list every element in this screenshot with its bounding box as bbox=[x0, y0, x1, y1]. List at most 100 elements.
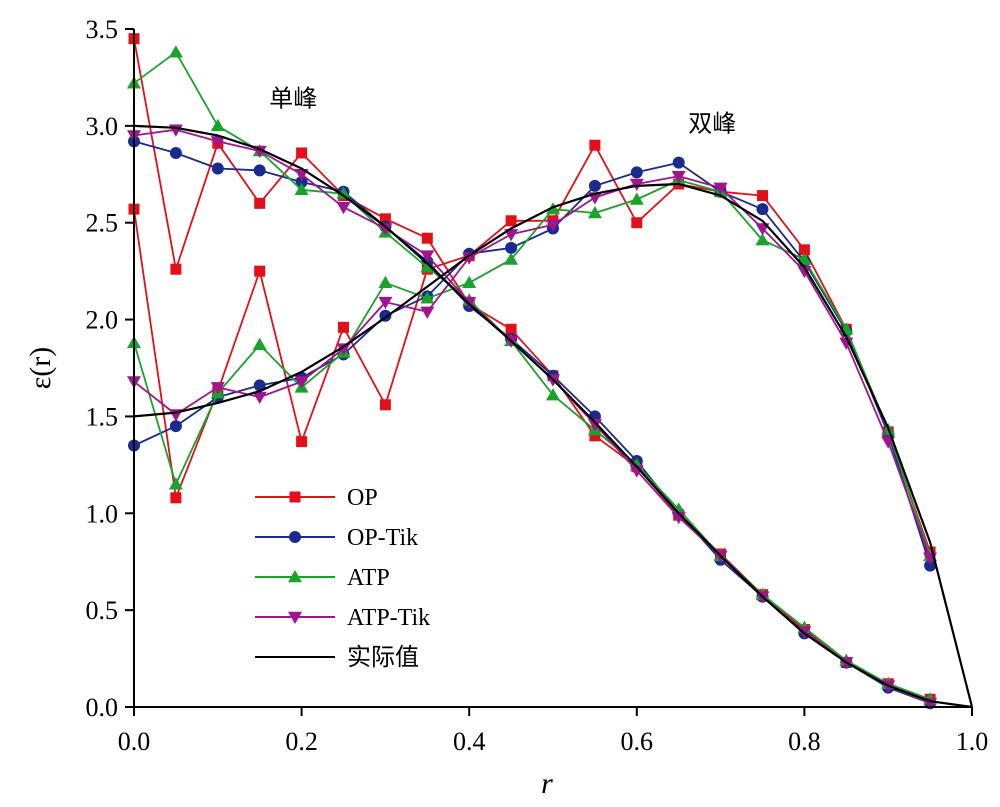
data-point bbox=[798, 244, 810, 256]
legend-label: ATP bbox=[347, 565, 390, 591]
data-point bbox=[671, 170, 686, 184]
legend-label: ATP-Tik bbox=[347, 605, 430, 631]
series-actual bbox=[133, 124, 974, 709]
data-point bbox=[169, 420, 182, 433]
data-point bbox=[336, 186, 351, 199]
data-point bbox=[252, 391, 267, 405]
data-point bbox=[462, 252, 477, 265]
data-point bbox=[546, 388, 560, 401]
x-tick-label: 0.0 bbox=[118, 727, 151, 756]
legend: OP OP-Tik ATP ATP-Tik 实际值 bbox=[255, 485, 430, 671]
legend-item: OP-Tik bbox=[255, 525, 418, 551]
x-tick-label: 0.8 bbox=[788, 727, 821, 756]
data-point bbox=[378, 296, 393, 310]
plot-series-layer bbox=[127, 33, 974, 711]
legend-marker bbox=[288, 611, 302, 624]
legend-marker bbox=[289, 531, 301, 543]
data-point bbox=[254, 265, 266, 277]
series-atp bbox=[127, 45, 938, 705]
data-point bbox=[420, 250, 435, 263]
series-line bbox=[133, 161, 931, 566]
y-tick-label: 1.0 bbox=[86, 499, 119, 528]
y-axis-title: ε(r) bbox=[24, 347, 57, 390]
data-point bbox=[252, 337, 267, 351]
data-point bbox=[296, 147, 308, 159]
data-point bbox=[169, 146, 182, 159]
data-point bbox=[168, 477, 183, 490]
data-point bbox=[294, 376, 309, 389]
series-line bbox=[133, 140, 931, 704]
axes-layer bbox=[133, 29, 972, 708]
data-point bbox=[296, 436, 308, 448]
data-point bbox=[631, 217, 643, 229]
data-point bbox=[504, 229, 519, 242]
data-point bbox=[504, 252, 519, 265]
y-tick-label: 2.0 bbox=[86, 306, 119, 335]
y-tick-label: 3.5 bbox=[86, 15, 119, 44]
data-point bbox=[420, 306, 435, 319]
legend-item: 实际值 bbox=[255, 644, 419, 671]
data-point bbox=[630, 166, 643, 179]
data-point bbox=[462, 275, 477, 289]
data-point bbox=[379, 399, 391, 411]
data-point bbox=[378, 223, 393, 236]
series-line bbox=[133, 144, 931, 553]
data-point bbox=[797, 252, 812, 265]
data-point bbox=[378, 275, 393, 289]
data-point bbox=[588, 179, 601, 192]
y-tick-label: 0.5 bbox=[86, 596, 119, 625]
x-tick-label: 0.6 bbox=[621, 727, 654, 756]
annotation-label: 双峰 bbox=[688, 110, 736, 138]
legend-marker bbox=[289, 491, 301, 503]
legend-marker bbox=[288, 570, 302, 583]
data-point bbox=[713, 182, 728, 195]
data-point bbox=[757, 190, 768, 202]
series-line bbox=[133, 38, 931, 701]
data-point bbox=[587, 206, 602, 219]
x-tick-label: 0.4 bbox=[453, 727, 486, 756]
data-point bbox=[672, 156, 685, 169]
data-point bbox=[170, 263, 182, 275]
x-tick-label: 0.2 bbox=[285, 727, 318, 756]
data-point bbox=[589, 139, 601, 151]
y-tick-label: 1.5 bbox=[86, 402, 119, 431]
data-point bbox=[421, 232, 433, 244]
data-point bbox=[546, 219, 560, 232]
data-point bbox=[338, 321, 349, 333]
data-point bbox=[168, 45, 183, 58]
data-point bbox=[756, 203, 769, 216]
y-tick-label: 0.0 bbox=[86, 693, 119, 722]
data-point bbox=[589, 430, 601, 442]
data-point bbox=[210, 382, 225, 395]
data-point bbox=[671, 511, 686, 525]
series-line bbox=[133, 175, 931, 559]
data-point bbox=[505, 323, 517, 335]
data-point bbox=[336, 201, 351, 215]
data-point bbox=[629, 465, 644, 478]
x-axis-title: r bbox=[541, 767, 553, 800]
data-point bbox=[336, 343, 351, 356]
data-point bbox=[210, 136, 225, 149]
series-line bbox=[133, 179, 931, 557]
tick-layer: 0.0 0.2 0.4 0.6 0.8 1.0 0.0 0.5 1.0 1.5 2.0 2.5 3.0 3… bbox=[86, 15, 989, 756]
data-point bbox=[505, 241, 518, 254]
data-point bbox=[420, 260, 435, 273]
data-point bbox=[294, 169, 309, 182]
data-point bbox=[629, 192, 644, 205]
data-point bbox=[294, 182, 309, 196]
series-line bbox=[133, 51, 931, 701]
annotation-label: 单峰 bbox=[269, 84, 317, 112]
legend-label: OP-Tik bbox=[347, 525, 418, 551]
y-tick-label: 2.5 bbox=[86, 209, 119, 238]
series-atp-tik bbox=[127, 124, 938, 711]
legend-item: ATP bbox=[255, 565, 390, 591]
data-point bbox=[254, 197, 266, 209]
data-point bbox=[587, 418, 602, 432]
data-point bbox=[839, 337, 854, 350]
series-line bbox=[133, 124, 973, 709]
data-point bbox=[211, 162, 224, 175]
data-point bbox=[253, 379, 266, 392]
data-point bbox=[210, 118, 225, 132]
